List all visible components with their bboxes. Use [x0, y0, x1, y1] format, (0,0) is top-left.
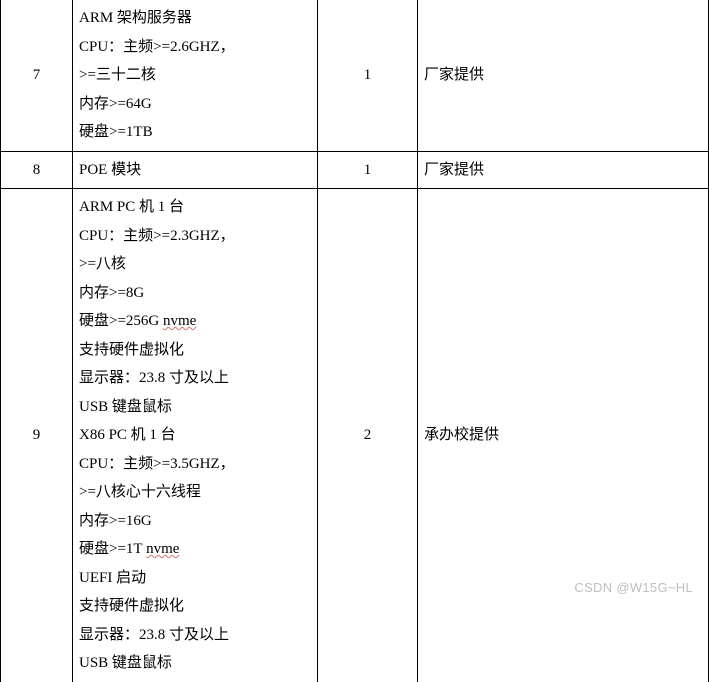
row-number: 8 — [1, 151, 73, 189]
table-row: 8POE 模块1厂家提供 — [1, 151, 709, 189]
desc-line: >=八核 — [79, 250, 311, 279]
desc-line: 支持硬件虚拟化 — [79, 592, 311, 621]
desc-line: 硬盘>=1TB — [79, 118, 311, 147]
row-supplier: 厂家提供 — [418, 0, 709, 151]
table-row: 7ARM 架构服务器CPU：主频>=2.6GHZ，>=三十二核内存>=64G硬盘… — [1, 0, 709, 151]
desc-line: USB 键盘鼠标 — [79, 649, 311, 678]
desc-line: 内存>=8G — [79, 279, 311, 308]
desc-line: 显示器：23.8 寸及以上 — [79, 621, 311, 650]
desc-line: >=八核心十六线程 — [79, 478, 311, 507]
desc-line: 硬盘>=1T nvme — [79, 535, 311, 564]
desc-line: ARM PC 机 1 台 — [79, 193, 311, 222]
row-description: ARM 架构服务器CPU：主频>=2.6GHZ，>=三十二核内存>=64G硬盘>… — [73, 0, 318, 151]
desc-line: 支持硬件虚拟化 — [79, 336, 311, 365]
watermark-text: CSDN @W15G~HL — [574, 580, 693, 595]
desc-line: 显示器：23.8 寸及以上 — [79, 364, 311, 393]
row-quantity: 1 — [318, 0, 418, 151]
row-number: 9 — [1, 189, 73, 682]
desc-line: >=三十二核 — [79, 61, 311, 90]
desc-line: UEFI 启动 — [79, 564, 311, 593]
desc-line: CPU：主频>=3.5GHZ， — [79, 450, 311, 479]
spellcheck-wavy: nvme — [163, 313, 196, 329]
row-description: POE 模块 — [73, 151, 318, 189]
desc-line: X86 PC 机 1 台 — [79, 421, 311, 450]
desc-line: USB 键盘鼠标 — [79, 393, 311, 422]
table-row: 9ARM PC 机 1 台CPU：主频>=2.3GHZ，>=八核内存>=8G硬盘… — [1, 189, 709, 682]
desc-line: 内存>=16G — [79, 507, 311, 536]
row-quantity: 1 — [318, 151, 418, 189]
row-supplier: 承办校提供 — [418, 189, 709, 682]
row-supplier: 厂家提供 — [418, 151, 709, 189]
desc-line: POE 模块 — [79, 156, 311, 185]
row-description: ARM PC 机 1 台CPU：主频>=2.3GHZ，>=八核内存>=8G硬盘>… — [73, 189, 318, 682]
desc-line: CPU：主频>=2.3GHZ， — [79, 222, 311, 251]
desc-line: 硬盘>=256G nvme — [79, 307, 311, 336]
spellcheck-wavy: nvme — [146, 541, 179, 557]
desc-line: 内存>=64G — [79, 90, 311, 119]
desc-line: ARM 架构服务器 — [79, 4, 311, 33]
row-number: 7 — [1, 0, 73, 151]
desc-line: CPU：主频>=2.6GHZ， — [79, 33, 311, 62]
row-quantity: 2 — [318, 189, 418, 682]
